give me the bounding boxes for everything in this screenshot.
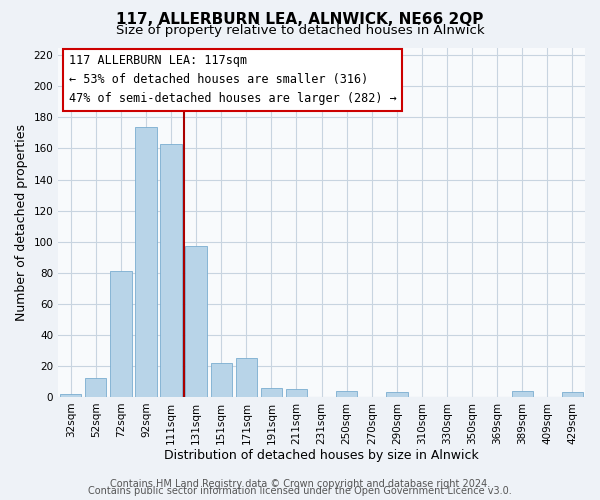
Bar bbox=[136, 126, 157, 397]
Y-axis label: Number of detached properties: Number of detached properties bbox=[15, 124, 28, 320]
Bar bbox=[185, 246, 207, 397]
Bar bbox=[85, 378, 106, 397]
Bar bbox=[386, 392, 407, 397]
Bar bbox=[236, 358, 257, 397]
Bar bbox=[211, 363, 232, 397]
Bar bbox=[60, 394, 82, 397]
Text: 117, ALLERBURN LEA, ALNWICK, NE66 2QP: 117, ALLERBURN LEA, ALNWICK, NE66 2QP bbox=[116, 12, 484, 28]
Bar bbox=[261, 388, 282, 397]
Bar bbox=[286, 389, 307, 397]
Bar bbox=[512, 390, 533, 397]
Text: Contains public sector information licensed under the Open Government Licence v3: Contains public sector information licen… bbox=[88, 486, 512, 496]
X-axis label: Distribution of detached houses by size in Alnwick: Distribution of detached houses by size … bbox=[164, 450, 479, 462]
Text: Contains HM Land Registry data © Crown copyright and database right 2024.: Contains HM Land Registry data © Crown c… bbox=[110, 479, 490, 489]
Bar bbox=[336, 390, 358, 397]
Bar bbox=[160, 144, 182, 397]
Bar bbox=[562, 392, 583, 397]
Bar bbox=[110, 271, 131, 397]
Text: 117 ALLERBURN LEA: 117sqm
← 53% of detached houses are smaller (316)
47% of semi: 117 ALLERBURN LEA: 117sqm ← 53% of detac… bbox=[69, 54, 397, 106]
Text: Size of property relative to detached houses in Alnwick: Size of property relative to detached ho… bbox=[116, 24, 484, 37]
